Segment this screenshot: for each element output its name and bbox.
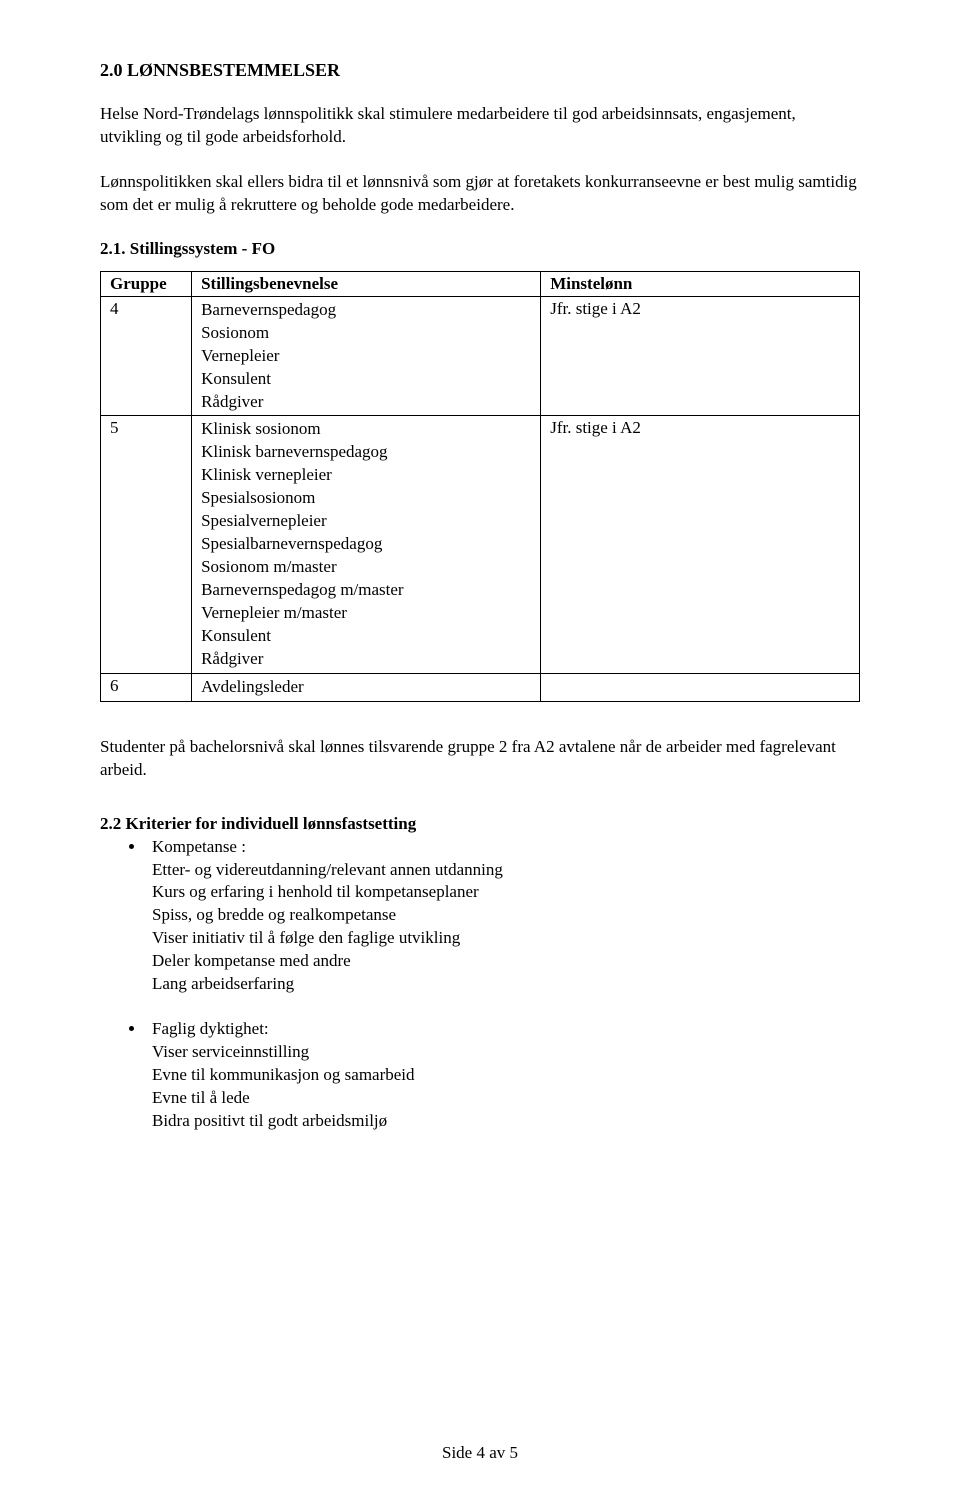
subsection-title-2-2: 2.2 Kriterier for individuell lønnsfasts…	[100, 814, 860, 834]
table-header-minste: Minstelønn	[541, 271, 860, 296]
criteria-lead: Faglig dyktighet:	[152, 1018, 860, 1041]
list-item: Faglig dyktighet: Viser serviceinnstilli…	[146, 1018, 860, 1133]
page-container: 2.0 LØNNSBESTEMMELSER Helse Nord-Trøndel…	[0, 0, 960, 1499]
criteria-lead: Kompetanse :	[152, 836, 860, 859]
table-cell-minste: Jfr. stige i A2	[541, 416, 860, 673]
table-header-row: Gruppe Stillingsbenevnelse Minstelønn	[101, 271, 860, 296]
table-cell-minste: Jfr. stige i A2	[541, 296, 860, 416]
table-cell-stilling: Barnevernspedagog Sosionom Vernepleier K…	[192, 296, 541, 416]
subsection-title-2-1: 2.1. Stillingssystem - FO	[100, 239, 860, 259]
intro-paragraph: Helse Nord-Trøndelags lønnspolitikk skal…	[100, 103, 860, 149]
table-cell-stilling: Klinisk sosionom Klinisk barnevernspedag…	[192, 416, 541, 673]
table-cell-stilling: Avdelingsleder	[192, 673, 541, 701]
section-title-2-0: 2.0 LØNNSBESTEMMELSER	[100, 60, 860, 81]
criteria-lines: Etter- og videreutdanning/relevant annen…	[152, 860, 503, 994]
table-row: 4 Barnevernspedagog Sosionom Vernepleier…	[101, 296, 860, 416]
below-table-paragraph: Studenter på bachelorsnivå skal lønnes t…	[100, 736, 860, 782]
table-row: 6 Avdelingsleder	[101, 673, 860, 701]
list-item: Kompetanse : Etter- og videreutdanning/r…	[146, 836, 860, 997]
page-footer: Side 4 av 5	[0, 1443, 960, 1463]
table-cell-minste	[541, 673, 860, 701]
table-row: 5 Klinisk sosionom Klinisk barnevernsped…	[101, 416, 860, 673]
table-header-stilling: Stillingsbenevnelse	[192, 271, 541, 296]
table-cell-gruppe: 6	[101, 673, 192, 701]
table-header-gruppe: Gruppe	[101, 271, 192, 296]
stillings-table: Gruppe Stillingsbenevnelse Minstelønn 4 …	[100, 271, 860, 702]
criteria-lines: Viser serviceinnstilling Evne til kommun…	[152, 1042, 415, 1130]
second-paragraph: Lønnspolitikken skal ellers bidra til et…	[100, 171, 860, 217]
table-cell-gruppe: 5	[101, 416, 192, 673]
criteria-list: Kompetanse : Etter- og videreutdanning/r…	[100, 836, 860, 1133]
table-cell-gruppe: 4	[101, 296, 192, 416]
